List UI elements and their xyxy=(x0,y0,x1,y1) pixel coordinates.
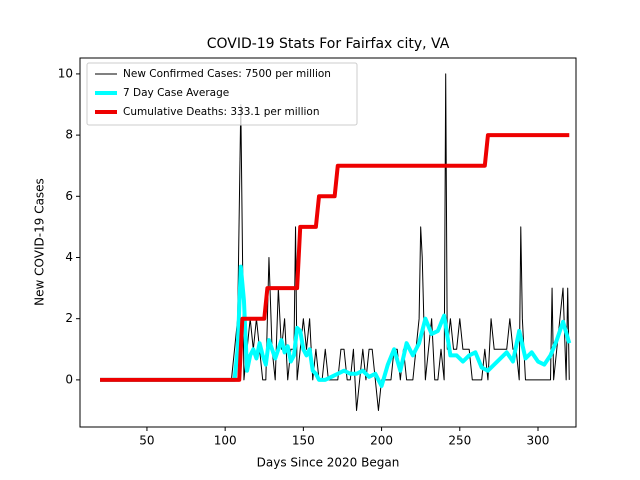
legend-label: New Confirmed Cases: 7500 per million xyxy=(123,68,331,80)
chart-title: COVID-19 Stats For Fairfax city, VA xyxy=(207,36,450,52)
y-tick-label: 8 xyxy=(65,128,73,142)
y-tick-label: 4 xyxy=(65,250,73,264)
x-tick-label: 200 xyxy=(370,434,393,448)
legend: New Confirmed Cases: 7500 per million 7 D… xyxy=(86,62,358,126)
series-line xyxy=(100,133,570,382)
x-tick-label: 300 xyxy=(527,434,550,448)
y-axis-label: New COVID-19 Cases xyxy=(33,178,47,306)
y-tick-label: 10 xyxy=(58,66,73,80)
legend-label: Cumulative Deaths: 333.1 per million xyxy=(123,106,320,118)
legend-box xyxy=(86,62,358,126)
y-tick-label: 0 xyxy=(65,372,73,386)
series-line xyxy=(100,264,572,388)
legend-label: 7 Day Case Average xyxy=(123,87,229,99)
x-axis-label: Days Since 2020 Began xyxy=(257,456,400,470)
x-tick-label: 150 xyxy=(292,434,315,448)
series-line xyxy=(100,73,570,411)
axes-frame xyxy=(79,57,577,428)
x-tick-label: 50 xyxy=(139,434,154,448)
plot-area xyxy=(100,73,572,411)
x-tick-label: 100 xyxy=(214,434,237,448)
y-tick-label: 2 xyxy=(65,311,73,325)
y-tick-label: 6 xyxy=(65,189,73,203)
x-tick-label: 250 xyxy=(448,434,471,448)
